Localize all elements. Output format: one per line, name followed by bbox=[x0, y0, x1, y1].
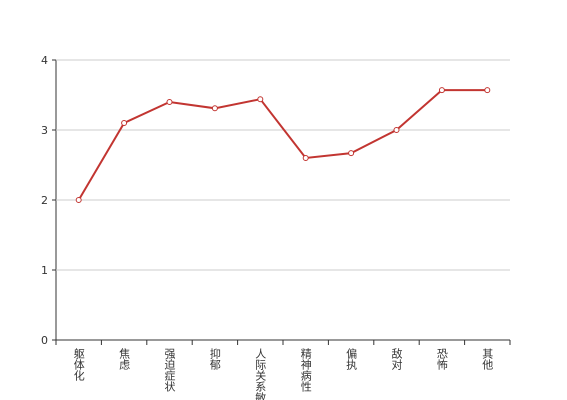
x-tick-label: 敌对 bbox=[390, 347, 403, 370]
x-tick-label: 其他 bbox=[481, 348, 494, 370]
y-tick-label: 3 bbox=[41, 124, 48, 137]
data-point bbox=[393, 127, 400, 133]
x-tick-label: 恐怖 bbox=[435, 348, 448, 370]
y-tick-label: 2 bbox=[41, 194, 48, 207]
x-tick-label: 人际关系敏感 bbox=[254, 348, 267, 400]
x-tick-label: 偏执 bbox=[345, 347, 358, 371]
x-tick-label: 焦虑 bbox=[118, 348, 131, 370]
x-tick-label: 精神病性 bbox=[299, 348, 312, 393]
data-point bbox=[211, 105, 218, 112]
data-point bbox=[302, 155, 309, 161]
data-point bbox=[257, 96, 264, 103]
data-point bbox=[166, 99, 173, 105]
y-tick-label: 0 bbox=[41, 334, 48, 347]
data-point bbox=[438, 87, 445, 94]
data-point bbox=[121, 120, 128, 126]
data-point bbox=[75, 197, 82, 203]
x-tick-label: 躯体化 bbox=[72, 348, 85, 382]
data-line bbox=[77, 89, 488, 201]
x-tick-label: 抑郁 bbox=[208, 347, 221, 370]
x-tick-label: 强迫症状 bbox=[163, 348, 176, 392]
y-tick-label: 1 bbox=[41, 264, 48, 277]
data-point bbox=[484, 87, 491, 94]
y-tick-label: 4 bbox=[41, 54, 48, 67]
data-point bbox=[348, 150, 355, 157]
